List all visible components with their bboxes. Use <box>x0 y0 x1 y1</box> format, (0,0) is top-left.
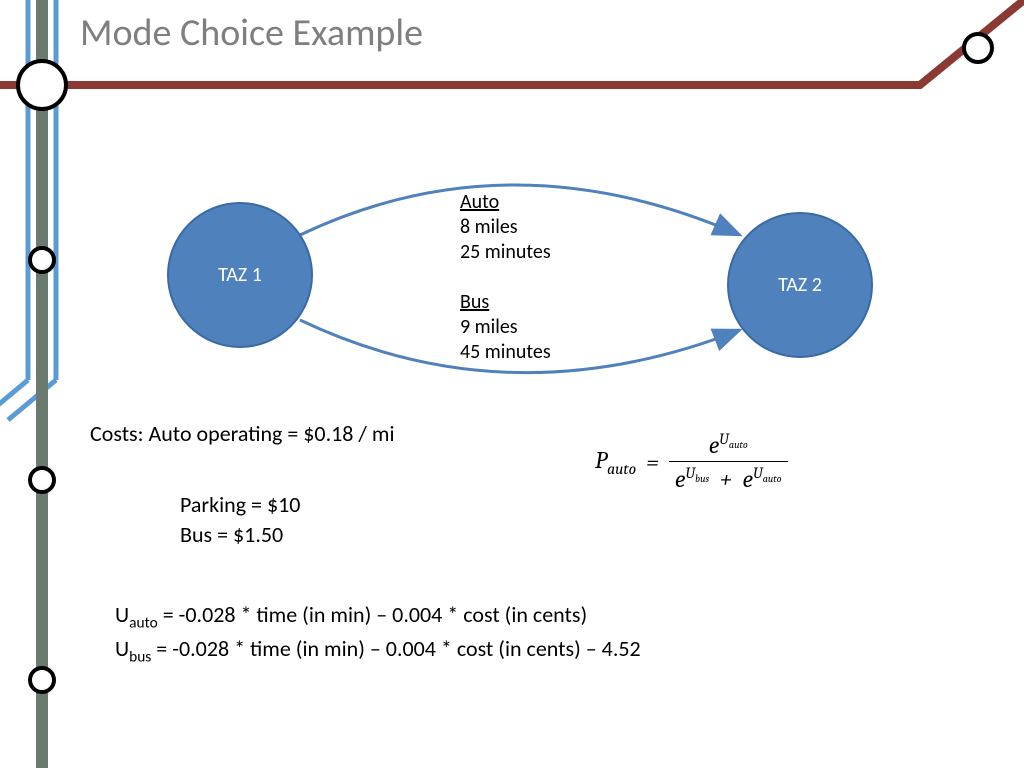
formula-lhs: Pauto <box>595 446 636 478</box>
formula-eq: = <box>646 448 659 476</box>
slide-title: Mode Choice Example <box>80 10 423 56</box>
costs-operating: Costs: Auto operating = $0.18 / mi <box>90 420 395 447</box>
costs-sub: Parking = $10 Bus = $1.50 <box>180 490 300 549</box>
probability-formula: Pauto = eUauto eUbus + eUauto <box>595 430 788 493</box>
mode-bus-line2: 45 minutes <box>460 340 551 365</box>
blue-rail-right-diverge <box>8 380 56 420</box>
utility-bus: Ubus = -0.028 * time (in min) – 0.004 * … <box>115 634 641 668</box>
costs-bus: Bus = $1.50 <box>180 520 300 550</box>
costs-parking: Parking = $10 <box>180 490 300 520</box>
mode-bus-block: Bus 9 miles 45 minutes <box>460 290 551 365</box>
station-circle-topright <box>964 34 992 62</box>
formula-fraction: eUauto eUbus + eUauto <box>669 430 788 493</box>
mode-auto-block: Auto 8 miles 25 minutes <box>460 190 551 265</box>
formula-numerator: eUauto <box>703 430 754 461</box>
junction-circle <box>18 61 66 109</box>
mode-bus-line1: 9 miles <box>460 315 551 340</box>
mode-bus-title: Bus <box>460 290 551 315</box>
taz2-circle <box>728 213 872 357</box>
mode-auto-line1: 8 miles <box>460 215 551 240</box>
utility-auto: Uauto = -0.028 * time (in min) – 0.004 *… <box>115 600 641 634</box>
taz1-circle <box>168 203 312 347</box>
mode-auto-title: Auto <box>460 190 551 215</box>
station-circle-3 <box>30 668 54 692</box>
mode-auto-line2: 25 minutes <box>460 240 551 265</box>
formula-denominator: eUbus + eUauto <box>669 461 788 493</box>
station-circle-2 <box>30 468 54 492</box>
utility-block: Uauto = -0.028 * time (in min) – 0.004 *… <box>115 600 641 668</box>
station-circle-1 <box>30 248 54 272</box>
